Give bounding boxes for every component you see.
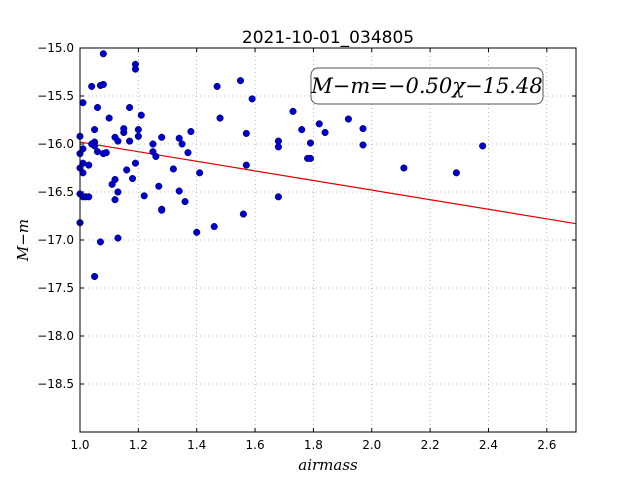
data-point — [216, 114, 224, 122]
data-point — [321, 128, 329, 137]
data-point — [175, 134, 183, 142]
data-point — [274, 143, 282, 151]
data-point — [184, 149, 192, 157]
data-point — [178, 140, 186, 148]
data-point — [114, 234, 122, 242]
x-tick-label: 1.8 — [304, 438, 323, 452]
data-point — [306, 154, 315, 162]
data-point — [85, 161, 93, 169]
y-tick-label: −15.0 — [37, 41, 74, 55]
data-point — [196, 169, 204, 177]
data-point — [85, 193, 93, 201]
equation-text: M−m=−0.50χ−15.48 — [310, 74, 542, 98]
data-point — [131, 65, 139, 73]
data-point — [137, 111, 145, 119]
data-point — [289, 107, 297, 115]
data-point — [99, 80, 107, 89]
y-tick-label: −15.5 — [37, 89, 74, 103]
data-point — [134, 126, 142, 134]
data-point — [79, 99, 87, 107]
data-point — [93, 103, 102, 112]
data-point — [123, 166, 131, 174]
axes-frame — [79, 47, 577, 433]
data-point — [128, 175, 137, 183]
data-point — [91, 142, 99, 150]
data-point — [111, 175, 119, 184]
x-tick-label: 2.4 — [479, 438, 498, 452]
y-tick-label: −18.5 — [37, 377, 74, 391]
data-point — [105, 114, 113, 122]
data-point — [248, 95, 256, 103]
x-tick-label: 1.0 — [70, 438, 89, 452]
x-tick-label: 2.0 — [362, 438, 381, 452]
data-point — [126, 137, 134, 145]
data-point — [131, 159, 139, 167]
plot-area: 1.0 1.2 1.4 1.6 1.8 2.0 2.2 2.4 2.6 −15.0 −15.5 −16… — [37, 41, 577, 452]
data-point — [88, 82, 96, 90]
data-point — [242, 161, 250, 169]
data-point — [344, 115, 352, 123]
y-tick-label: −17.5 — [37, 281, 74, 295]
data-point — [91, 126, 99, 134]
data-point — [114, 137, 122, 145]
data-point — [134, 132, 142, 140]
x-tick-label: 1.6 — [246, 438, 265, 452]
data-point — [181, 198, 189, 206]
data-point — [452, 169, 460, 177]
data-point — [126, 103, 134, 112]
equation-box — [310, 67, 544, 105]
data-point — [298, 126, 306, 134]
data-point — [111, 196, 119, 204]
data-point — [306, 139, 315, 147]
data-point — [210, 223, 218, 231]
data-point — [96, 238, 104, 246]
data-point — [155, 182, 163, 190]
data-point — [236, 77, 245, 85]
y-tick-label: −17.0 — [37, 233, 74, 247]
data-point — [102, 149, 110, 157]
data-point — [479, 142, 487, 150]
data-point — [149, 140, 157, 148]
data-point — [359, 141, 367, 149]
data-point — [359, 125, 367, 133]
x-tick-label: 2.6 — [537, 438, 556, 452]
fit-line — [79, 141, 577, 225]
data-point — [239, 210, 247, 218]
data-point — [315, 120, 323, 128]
data-point — [242, 129, 250, 137]
chart-title: 2021-10-01_034805 — [242, 28, 414, 48]
data-point — [158, 206, 166, 214]
data-point — [152, 152, 160, 161]
data-point — [114, 188, 122, 196]
y-tick-label: −16.5 — [37, 185, 74, 199]
y-tick-label: −18.0 — [37, 329, 74, 343]
x-axis-label: airmass — [298, 456, 358, 474]
data-point — [274, 193, 282, 201]
data-point — [213, 82, 221, 90]
data-point — [169, 165, 177, 173]
x-tick-label: 1.2 — [129, 438, 148, 452]
y-tick-label: −16.0 — [37, 137, 74, 151]
data-point — [400, 164, 408, 172]
x-tick-label: 1.4 — [187, 438, 206, 452]
data-point — [91, 272, 99, 281]
data-point — [193, 228, 201, 236]
data-point — [140, 192, 148, 200]
data-point — [158, 133, 166, 141]
data-point — [120, 125, 128, 133]
data-point — [79, 145, 87, 153]
data-point — [187, 127, 195, 136]
x-tick-label: 2.2 — [421, 438, 440, 452]
data-point — [79, 169, 87, 177]
data-point — [99, 50, 107, 58]
data-point — [175, 187, 183, 195]
y-axis-label: M−m — [14, 219, 32, 262]
